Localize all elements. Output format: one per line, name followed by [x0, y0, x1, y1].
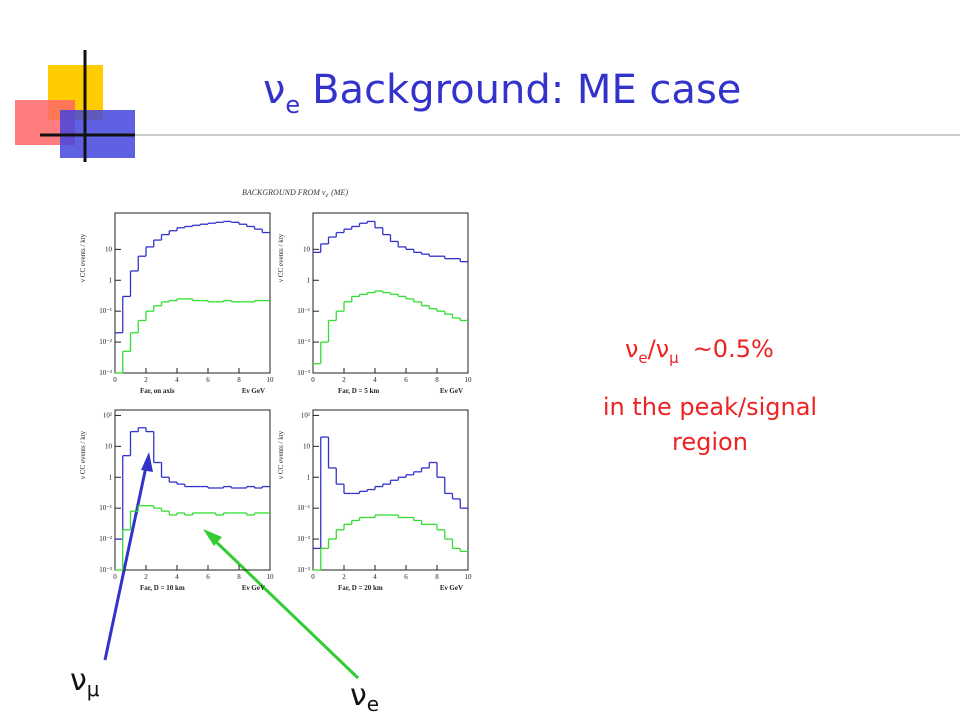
x-tick-label: 10	[465, 376, 473, 384]
x-tick-label: 8	[237, 573, 241, 581]
histogram-panel: 0 2 4 6 8 10 10⁻³ 10⁻² 10⁻¹ 1 10 10² Far, D = 10 km E…	[79, 409, 275, 592]
y-tick-label: 10⁻³	[99, 566, 112, 574]
slide-title: νe Background: ME case	[263, 67, 741, 119]
y-tick-label: 10⁻³	[297, 566, 310, 574]
x-axis-label: Eν GeV	[440, 387, 463, 395]
x-tick-label: 2	[144, 573, 148, 581]
figure-title-part: BACKGROUND FROM ν	[242, 188, 326, 197]
ratio: νe/νμ ~0.5%	[625, 335, 774, 367]
x-tick-label: 0	[311, 573, 315, 581]
x-tick-label: 8	[435, 376, 439, 384]
x-tick-label: 6	[404, 573, 408, 581]
y-tick-label: 1	[307, 473, 311, 481]
panel-subtitle: Far, on axis	[140, 387, 175, 395]
arrow-label: νμ	[70, 663, 100, 701]
ratio-part: ν	[625, 335, 638, 363]
y-tick-label: 1	[307, 276, 311, 284]
histogram-panel: 0 2 4 6 8 10 10⁻³ 10⁻² 10⁻¹ 1 10 10² Far, D = 20 km E…	[277, 409, 473, 592]
y-tick-label: 10²	[103, 411, 112, 419]
arrow-label-symbol: ν	[70, 663, 87, 698]
x-tick-label: 6	[206, 376, 210, 384]
y-tick-label: 10⁻³	[99, 369, 112, 377]
x-tick-label: 0	[113, 376, 117, 384]
ratio-sub: μ	[669, 349, 679, 367]
y-tick-label: 10²	[301, 411, 310, 419]
plot-frame	[312, 212, 469, 374]
x-tick-label: 4	[373, 376, 377, 384]
figure-title: BACKGROUND FROM νe (ME)	[242, 188, 348, 199]
plot-frame	[114, 212, 271, 374]
panel-subtitle: Far, D = 10 km	[140, 584, 185, 592]
x-tick-label: 10	[267, 376, 275, 384]
arrow-label-sub: e	[367, 692, 379, 716]
panel-subtitle: Far, D = 5 km	[338, 387, 379, 395]
note-line: in the peak/signal	[603, 393, 817, 421]
x-tick-label: 4	[175, 573, 179, 581]
x-tick-label: 6	[206, 573, 210, 581]
y-tick-label: 10	[303, 442, 311, 450]
ratio-part: ν	[656, 335, 669, 363]
y-tick-label: 10⁻¹	[297, 504, 310, 512]
y-tick-label: 10⁻²	[297, 535, 310, 543]
x-tick-label: 10	[267, 573, 275, 581]
ratio-value: ~0.5%	[693, 335, 774, 363]
x-tick-label: 4	[373, 573, 377, 581]
y-axis-label: ν CC events / kty	[277, 233, 285, 282]
y-tick-label: 10⁻³	[297, 369, 310, 377]
x-tick-label: 2	[342, 376, 346, 384]
arrow-label: νe	[350, 678, 379, 716]
arrow-head	[203, 529, 222, 546]
x-axis-label: Eν GeV	[440, 584, 463, 592]
y-tick-label: 10	[105, 245, 113, 253]
x-tick-label: 8	[237, 376, 241, 384]
x-tick-label: 6	[404, 376, 408, 384]
arrow	[103, 461, 149, 661]
title-symbol: ν	[263, 67, 285, 113]
plot-frame	[312, 409, 469, 571]
x-axis-label: Eν GeV	[242, 584, 265, 592]
y-tick-label: 1	[109, 473, 113, 481]
y-tick-label: 10⁻²	[99, 535, 112, 543]
arrow-head	[141, 452, 153, 472]
histogram-panel: 0 2 4 6 8 10 10⁻³ 10⁻² 10⁻¹ 1 10 Far, on axis Eν GeV…	[79, 212, 275, 395]
y-tick-label: 1	[109, 276, 113, 284]
x-tick-label: 10	[465, 573, 473, 581]
plot-frame	[114, 409, 271, 571]
x-tick-label: 0	[113, 573, 117, 581]
y-axis-label: ν CC events / kty	[277, 430, 285, 479]
x-tick-label: 8	[435, 573, 439, 581]
y-tick-label: 10	[105, 442, 113, 450]
x-tick-label: 2	[342, 573, 346, 581]
arrow-label-symbol: ν	[350, 678, 367, 713]
y-axis-label: ν CC events / kty	[79, 430, 87, 479]
y-tick-label: 10⁻²	[99, 338, 112, 346]
figure-title-part: (ME)	[331, 188, 348, 197]
arrow-label-sub: μ	[87, 677, 100, 701]
x-tick-label: 0	[311, 376, 315, 384]
histogram-panel: 0 2 4 6 8 10 10⁻³ 10⁻² 10⁻¹ 1 10 Far, D = 5 km Eν Ge…	[277, 212, 473, 395]
y-tick-label: 10	[303, 245, 311, 253]
ratio-part: /	[648, 335, 657, 363]
title-text: Background: ME case	[312, 67, 741, 113]
y-tick-label: 10⁻²	[297, 338, 310, 346]
x-tick-label: 4	[175, 376, 179, 384]
y-axis-label: ν CC events / kty	[79, 233, 87, 282]
figure-title-sub: e	[325, 193, 328, 199]
note-line: region	[672, 428, 748, 456]
y-tick-label: 10⁻¹	[297, 307, 310, 315]
x-tick-label: 2	[144, 376, 148, 384]
y-tick-label: 10⁻¹	[99, 504, 112, 512]
ratio-sub: e	[638, 349, 647, 367]
y-tick-label: 10⁻¹	[99, 307, 112, 315]
panel-subtitle: Far, D = 20 km	[338, 584, 383, 592]
x-axis-label: Eν GeV	[242, 387, 265, 395]
arrow	[208, 534, 360, 680]
title-subscript: e	[285, 91, 300, 119]
